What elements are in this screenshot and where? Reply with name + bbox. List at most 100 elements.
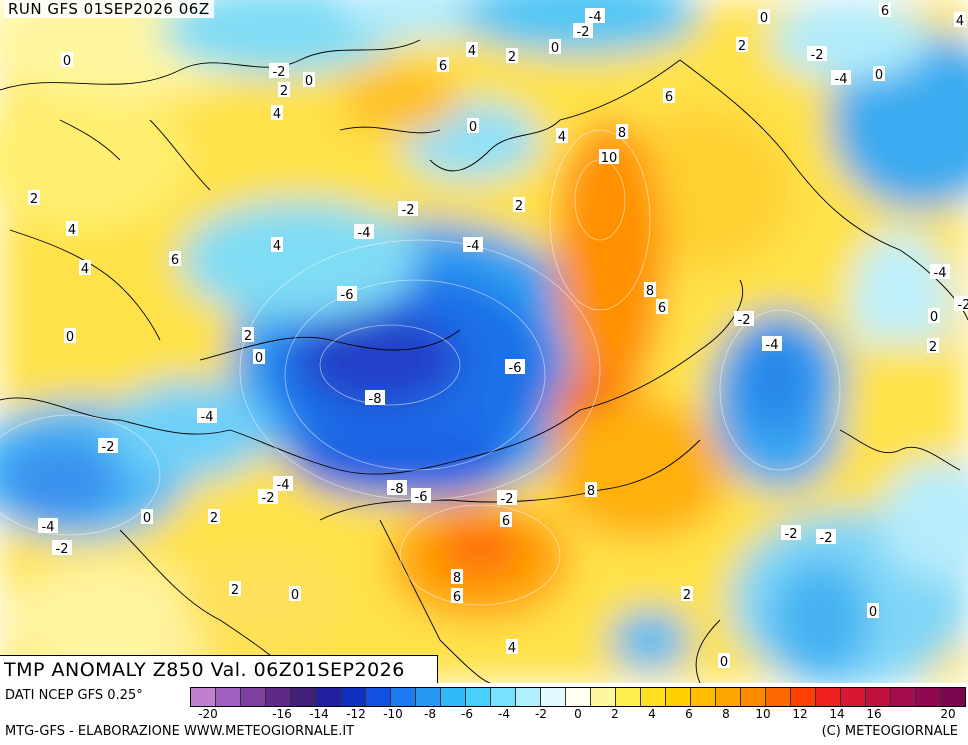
contour-label-bg: [303, 72, 315, 87]
contour-label: -2: [785, 527, 798, 542]
contour-label-bg: [451, 569, 463, 584]
colorbar-tick-label: -2: [535, 707, 547, 721]
contour-label: 8: [453, 571, 461, 586]
contour-label: -2: [273, 65, 286, 80]
colorbar-tick-label: 12: [792, 707, 808, 721]
contour-label-bg: [451, 588, 463, 603]
colorbar-swatch: [291, 688, 316, 706]
contour-label-bg: [79, 260, 91, 275]
contour-label: -2: [262, 491, 275, 506]
contour-label-bg: [271, 105, 283, 120]
contour-label-bg: [513, 197, 525, 212]
colorbar-swatch: [891, 688, 916, 706]
colorbar-swatch: [491, 688, 516, 706]
contour-label: -4: [934, 266, 947, 281]
contour-label: 2: [280, 84, 288, 99]
colorbar-swatch: [191, 688, 216, 706]
colorbar-swatch: [566, 688, 591, 706]
colorbar-swatch: [391, 688, 416, 706]
map-title: TMP ANOMALY Z850 Val. 06Z01SEP2026: [0, 655, 438, 683]
contour-label: 6: [665, 90, 673, 105]
contour-label: 2: [515, 199, 523, 214]
contour-label-bg: [573, 23, 593, 38]
contour-label: 8: [587, 484, 595, 499]
contour-label-bg: [656, 299, 668, 314]
credit-right: (C) METEOGIORNALE: [821, 724, 958, 739]
contour-label: -2: [402, 203, 415, 218]
credit-left: MTG-GFS - ELABORAZIONE WWW.METEOGIORNALE…: [5, 724, 355, 739]
colorbar-tick-label: -12: [346, 707, 366, 721]
colorbar-tick-label: -14: [309, 707, 329, 721]
contour-label: 2: [929, 340, 937, 355]
contour-label-bg: [549, 39, 561, 54]
contour-label-bg: [927, 338, 939, 353]
contour-label: 6: [171, 253, 179, 268]
contour-label-bg: [816, 529, 836, 544]
contour-label: 6: [658, 301, 666, 316]
contour-label: -6: [341, 288, 354, 303]
contour-label: -4: [467, 239, 480, 254]
contour-label: 4: [81, 262, 89, 277]
contour-label: 0: [291, 588, 299, 603]
contour-label: 4: [273, 239, 281, 254]
contour-label: 0: [63, 54, 71, 69]
contour-label: 6: [453, 590, 461, 605]
contour-label-bg: [762, 336, 782, 351]
contour-label-bg: [954, 296, 968, 311]
contour-label-bg: [365, 390, 385, 405]
colorbar-tick-label: -8: [424, 707, 436, 721]
contour-label-bg: [271, 237, 283, 252]
colorbar-swatch: [941, 688, 965, 706]
contour-label-bg: [98, 438, 118, 453]
colorbar-swatch: [841, 688, 866, 706]
contour-label: -2: [56, 542, 69, 557]
contour-label: 2: [683, 588, 691, 603]
contour-label: 2: [508, 50, 516, 65]
colorbar-swatch: [266, 688, 291, 706]
colorbar-swatch: [466, 688, 491, 706]
contour-label-bg: [467, 118, 479, 133]
contour-label: 4: [558, 130, 566, 145]
contour-label-bg: [466, 42, 478, 57]
colorbar-tick-label: -16: [272, 707, 292, 721]
colorbar-swatch: [366, 688, 391, 706]
contour-label-bg: [758, 9, 770, 24]
contour-label: -2: [738, 313, 751, 328]
colorbar-tick-label: -20: [198, 707, 218, 721]
contour-label: 6: [439, 59, 447, 74]
contour-label-bg: [930, 264, 950, 279]
contour-label: 2: [244, 329, 252, 344]
contour-label-bg: [197, 408, 217, 423]
contour-label-bg: [437, 57, 449, 72]
contour-label: 10: [601, 151, 618, 166]
contour-label: -2: [811, 48, 824, 63]
contour-label: -4: [358, 226, 371, 241]
colorbar-swatch: [741, 688, 766, 706]
contour-label-bg: [253, 349, 265, 364]
contour-label-bg: [599, 149, 619, 164]
contour-label-bg: [269, 63, 289, 78]
colorbar-tick-label: -10: [383, 707, 403, 721]
colorbar-swatch: [516, 688, 541, 706]
contour-lines: [0, 129, 841, 606]
contour-label: 6: [502, 514, 510, 529]
contour-label-bg: [66, 221, 78, 236]
contour-label-bg: [585, 482, 597, 497]
colorbar-tick-label: 8: [722, 707, 730, 721]
colorbar-swatch: [341, 688, 366, 706]
contour-label: -2: [820, 531, 833, 546]
contour-label-bg: [61, 52, 73, 67]
contour-label-bg: [258, 489, 278, 504]
colorbar-swatch: [791, 688, 816, 706]
coastlines: [0, 39, 968, 683]
contour-label: 0: [930, 310, 938, 325]
contour-label-bg: [505, 359, 525, 374]
colorbar-swatch: [441, 688, 466, 706]
contour-label-bg: [644, 282, 656, 297]
contour-label: -2: [577, 25, 590, 40]
colorbar-swatch: [541, 688, 566, 706]
colorbar-swatch: [216, 688, 241, 706]
colorbar-tick-labels: -20 -16 -14 -12 -10 -8 -6 -4 -2 0 2 4 6 8 10 12 14 16 20: [190, 707, 966, 723]
